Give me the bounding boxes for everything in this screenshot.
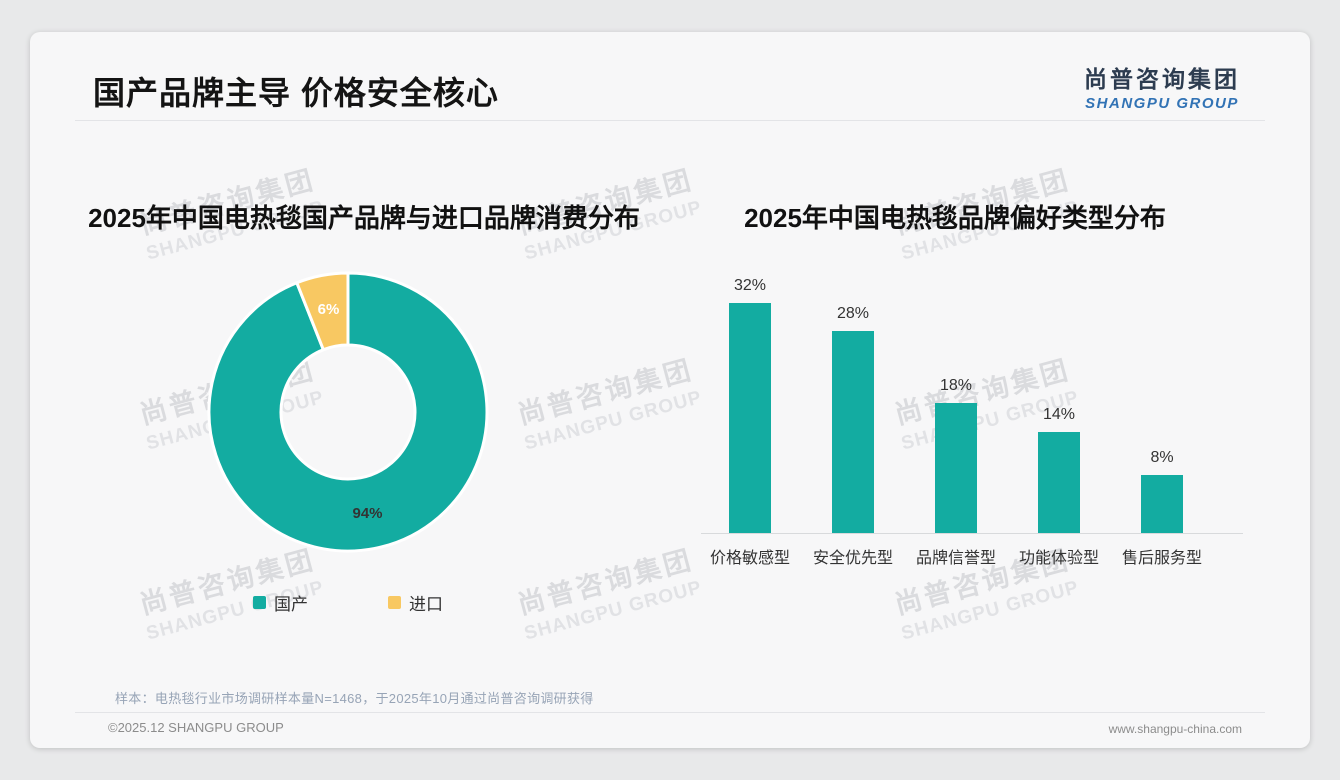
donut-slice-国产: [207, 271, 489, 553]
bar-chart: 32% 28% 18% 14% 8%: [701, 265, 1243, 534]
bar-value-label: 8%: [1150, 449, 1174, 466]
bar-价格敏感型: [729, 303, 771, 533]
legend-swatch: [388, 596, 401, 609]
legend-swatch: [253, 596, 266, 609]
page-title: 国产品牌主导 价格安全核心: [93, 75, 499, 111]
logo-latin-text: SHANGPU GROUP: [1085, 95, 1239, 112]
bar-value-label: 18%: [939, 377, 973, 394]
legend-label: 进口: [409, 595, 443, 614]
bar-category-axis: 价格敏感型 安全优先型 品牌信誉型 功能体验型 售后服务型: [701, 544, 1243, 568]
bar-value-label: 32%: [733, 277, 767, 294]
donut-chart-title: 2025年中国电热毯国产品牌与进口品牌消费分布: [88, 203, 640, 233]
report-slide: 尚普咨询集团 SHANGPU GROUP 尚普咨询集团 SHANGPU GROUP 尚普…: [30, 32, 1310, 748]
footer-website: www.shangpu-china.com: [1108, 722, 1242, 736]
bar-category-label: 品牌信誉型: [915, 550, 996, 567]
bar-category-label: 安全优先型: [812, 550, 893, 567]
bar-category-label: 价格敏感型: [709, 550, 790, 567]
donut-svg: 94% 6%: [207, 271, 489, 553]
donut-slice-value-label: 6%: [318, 301, 340, 318]
bar-售后服务型: [1141, 475, 1183, 533]
bar-category-label: 功能体验型: [1018, 550, 1099, 567]
footer-copyright: ©2025.12 SHANGPU GROUP: [108, 720, 284, 735]
logo-cjk-text: 尚普咨询集团: [1084, 66, 1240, 92]
sample-footnote: 样本：电热毯行业市场调研样本量N=1468，于2025年10月通过尚普咨询调研获…: [115, 691, 594, 706]
header-divider: [75, 120, 1265, 121]
bar-品牌信誉型: [935, 403, 977, 533]
donut-slice-value-label: 94%: [352, 505, 382, 522]
donut-slice-进口: [295, 271, 350, 352]
bar-安全优先型: [832, 331, 874, 533]
bar-category-label: 售后服务型: [1121, 550, 1202, 567]
donut-chart: 94% 6%: [198, 262, 498, 562]
legend-item-进口[interactable]: 进口: [388, 590, 443, 615]
bar-chart-title: 2025年中国电热毯品牌偏好类型分布: [744, 203, 1166, 233]
donut-legend: 国产 进口: [98, 590, 598, 615]
bar-value-label: 28%: [836, 305, 870, 322]
company-logo: 尚普咨询集团 SHANGPU GROUP: [1084, 60, 1240, 112]
footer-divider: [75, 712, 1265, 713]
bar-功能体验型: [1038, 432, 1080, 533]
legend-label: 国产: [274, 595, 308, 614]
bar-value-label: 14%: [1042, 406, 1076, 423]
legend-item-国产[interactable]: 国产: [253, 590, 308, 615]
